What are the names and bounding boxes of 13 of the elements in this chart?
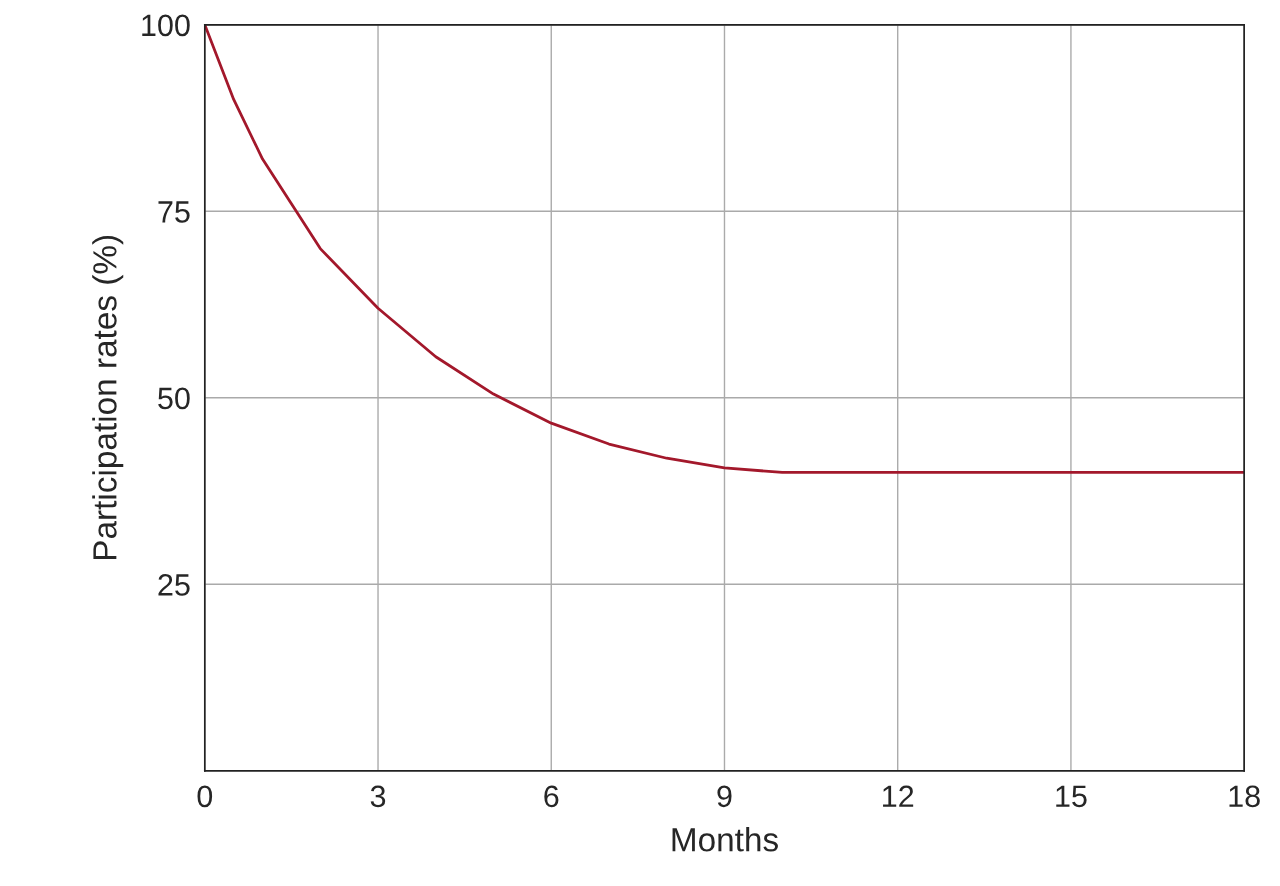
x-axis-title: Months xyxy=(672,827,778,852)
y-axis-title: Participation rates (%) xyxy=(92,235,124,560)
x-tick-label: 0 xyxy=(197,785,213,808)
x-tick-label: 3 xyxy=(370,785,386,808)
y-tick-label: 25 xyxy=(158,574,190,596)
x-tick-label: 18 xyxy=(1229,785,1260,808)
y-tick-label: 75 xyxy=(158,201,190,223)
x-tick-label: 15 xyxy=(1056,785,1087,808)
x-tick-label: 9 xyxy=(717,785,732,808)
y-tick-label: 100 xyxy=(142,14,190,37)
x-tick-label: 6 xyxy=(544,785,559,808)
x-tick-label: 12 xyxy=(883,785,914,807)
y-tick-label: 50 xyxy=(158,387,190,410)
